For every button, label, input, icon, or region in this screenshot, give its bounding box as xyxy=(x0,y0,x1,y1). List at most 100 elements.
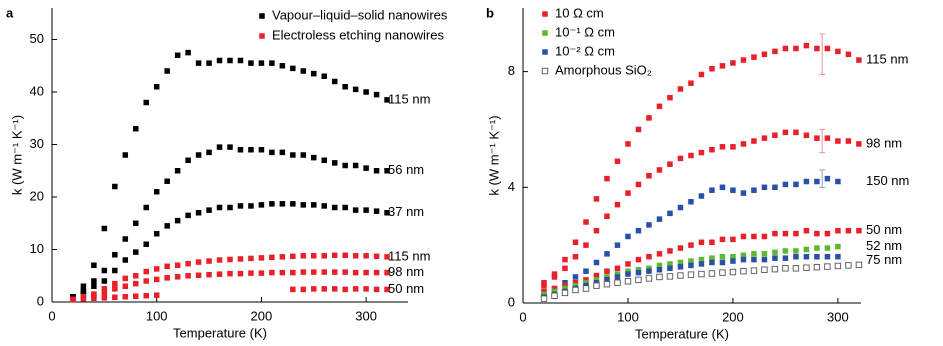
marker xyxy=(709,259,715,266)
marker xyxy=(751,251,757,257)
marker xyxy=(342,84,348,90)
series-label: 98 nm xyxy=(866,135,902,150)
marker xyxy=(164,223,170,229)
marker xyxy=(542,30,548,36)
marker xyxy=(719,253,726,260)
marker xyxy=(80,288,87,295)
marker xyxy=(698,71,705,78)
marker xyxy=(133,293,139,299)
y-axis-label: k (W m⁻¹ K⁻¹) xyxy=(486,115,501,195)
marker xyxy=(625,141,631,147)
marker xyxy=(258,202,265,208)
marker xyxy=(625,261,631,267)
marker xyxy=(719,63,726,69)
marker xyxy=(195,152,202,158)
legend-label: 10⁻² Ω cm xyxy=(555,43,615,58)
marker xyxy=(101,225,108,232)
panel-label: a xyxy=(6,5,14,20)
marker xyxy=(698,256,705,263)
marker xyxy=(814,245,820,251)
marker xyxy=(174,217,181,224)
marker xyxy=(258,60,265,66)
marker xyxy=(772,184,778,191)
marker xyxy=(331,160,338,166)
marker xyxy=(101,289,108,296)
marker xyxy=(164,178,170,184)
marker xyxy=(321,269,327,275)
marker xyxy=(352,253,359,259)
marker xyxy=(793,181,799,188)
marker xyxy=(677,245,684,251)
marker xyxy=(112,286,118,292)
marker xyxy=(677,204,684,211)
marker xyxy=(227,204,233,211)
marker xyxy=(625,233,631,240)
marker xyxy=(814,45,820,52)
marker xyxy=(740,141,747,147)
marker xyxy=(656,103,663,110)
marker xyxy=(824,245,831,251)
marker xyxy=(614,279,621,286)
marker xyxy=(730,60,736,66)
x-tick-label: 300 xyxy=(827,309,849,324)
marker xyxy=(112,294,118,301)
marker xyxy=(321,157,327,163)
marker xyxy=(635,276,642,284)
x-tick-label: 100 xyxy=(617,309,639,324)
marker xyxy=(740,256,747,263)
marker xyxy=(635,266,642,273)
marker xyxy=(719,236,726,243)
x-tick-label: 0 xyxy=(48,308,55,323)
marker xyxy=(185,260,191,267)
marker xyxy=(824,263,831,270)
marker xyxy=(583,280,589,286)
marker xyxy=(311,202,317,208)
marker xyxy=(625,190,631,196)
marker xyxy=(321,253,327,259)
marker xyxy=(803,178,810,185)
marker xyxy=(112,183,118,190)
marker xyxy=(133,126,139,132)
marker xyxy=(133,273,139,279)
marker xyxy=(824,175,831,182)
marker xyxy=(153,189,160,195)
marker xyxy=(122,152,129,158)
marker xyxy=(259,33,265,39)
marker xyxy=(373,286,380,293)
marker xyxy=(541,282,547,289)
series-label: 98 nm xyxy=(388,264,424,279)
marker xyxy=(384,286,390,293)
marker xyxy=(195,259,202,265)
marker xyxy=(698,149,705,156)
marker xyxy=(91,283,97,289)
x-axis-label: Temperature (K) xyxy=(173,325,267,340)
marker xyxy=(143,292,149,299)
marker xyxy=(677,272,684,279)
marker xyxy=(562,265,568,272)
marker xyxy=(719,259,726,266)
marker xyxy=(300,269,307,275)
y-tick-label: 30 xyxy=(30,136,44,151)
marker xyxy=(551,288,558,295)
marker xyxy=(373,269,380,276)
marker xyxy=(835,243,841,250)
marker xyxy=(614,274,621,280)
marker xyxy=(70,296,76,303)
marker xyxy=(593,282,600,289)
marker xyxy=(656,216,663,222)
marker xyxy=(583,242,589,248)
marker xyxy=(122,275,129,282)
marker xyxy=(352,269,359,276)
marker xyxy=(688,199,694,205)
marker xyxy=(740,252,747,259)
marker xyxy=(740,57,747,63)
marker xyxy=(164,263,170,270)
marker xyxy=(646,253,652,260)
marker xyxy=(614,242,621,248)
series-label: 115 nm xyxy=(866,51,908,66)
marker xyxy=(824,135,831,141)
marker xyxy=(363,253,369,259)
marker xyxy=(206,60,212,66)
marker xyxy=(551,271,558,277)
y-tick-label: 40 xyxy=(30,83,44,98)
